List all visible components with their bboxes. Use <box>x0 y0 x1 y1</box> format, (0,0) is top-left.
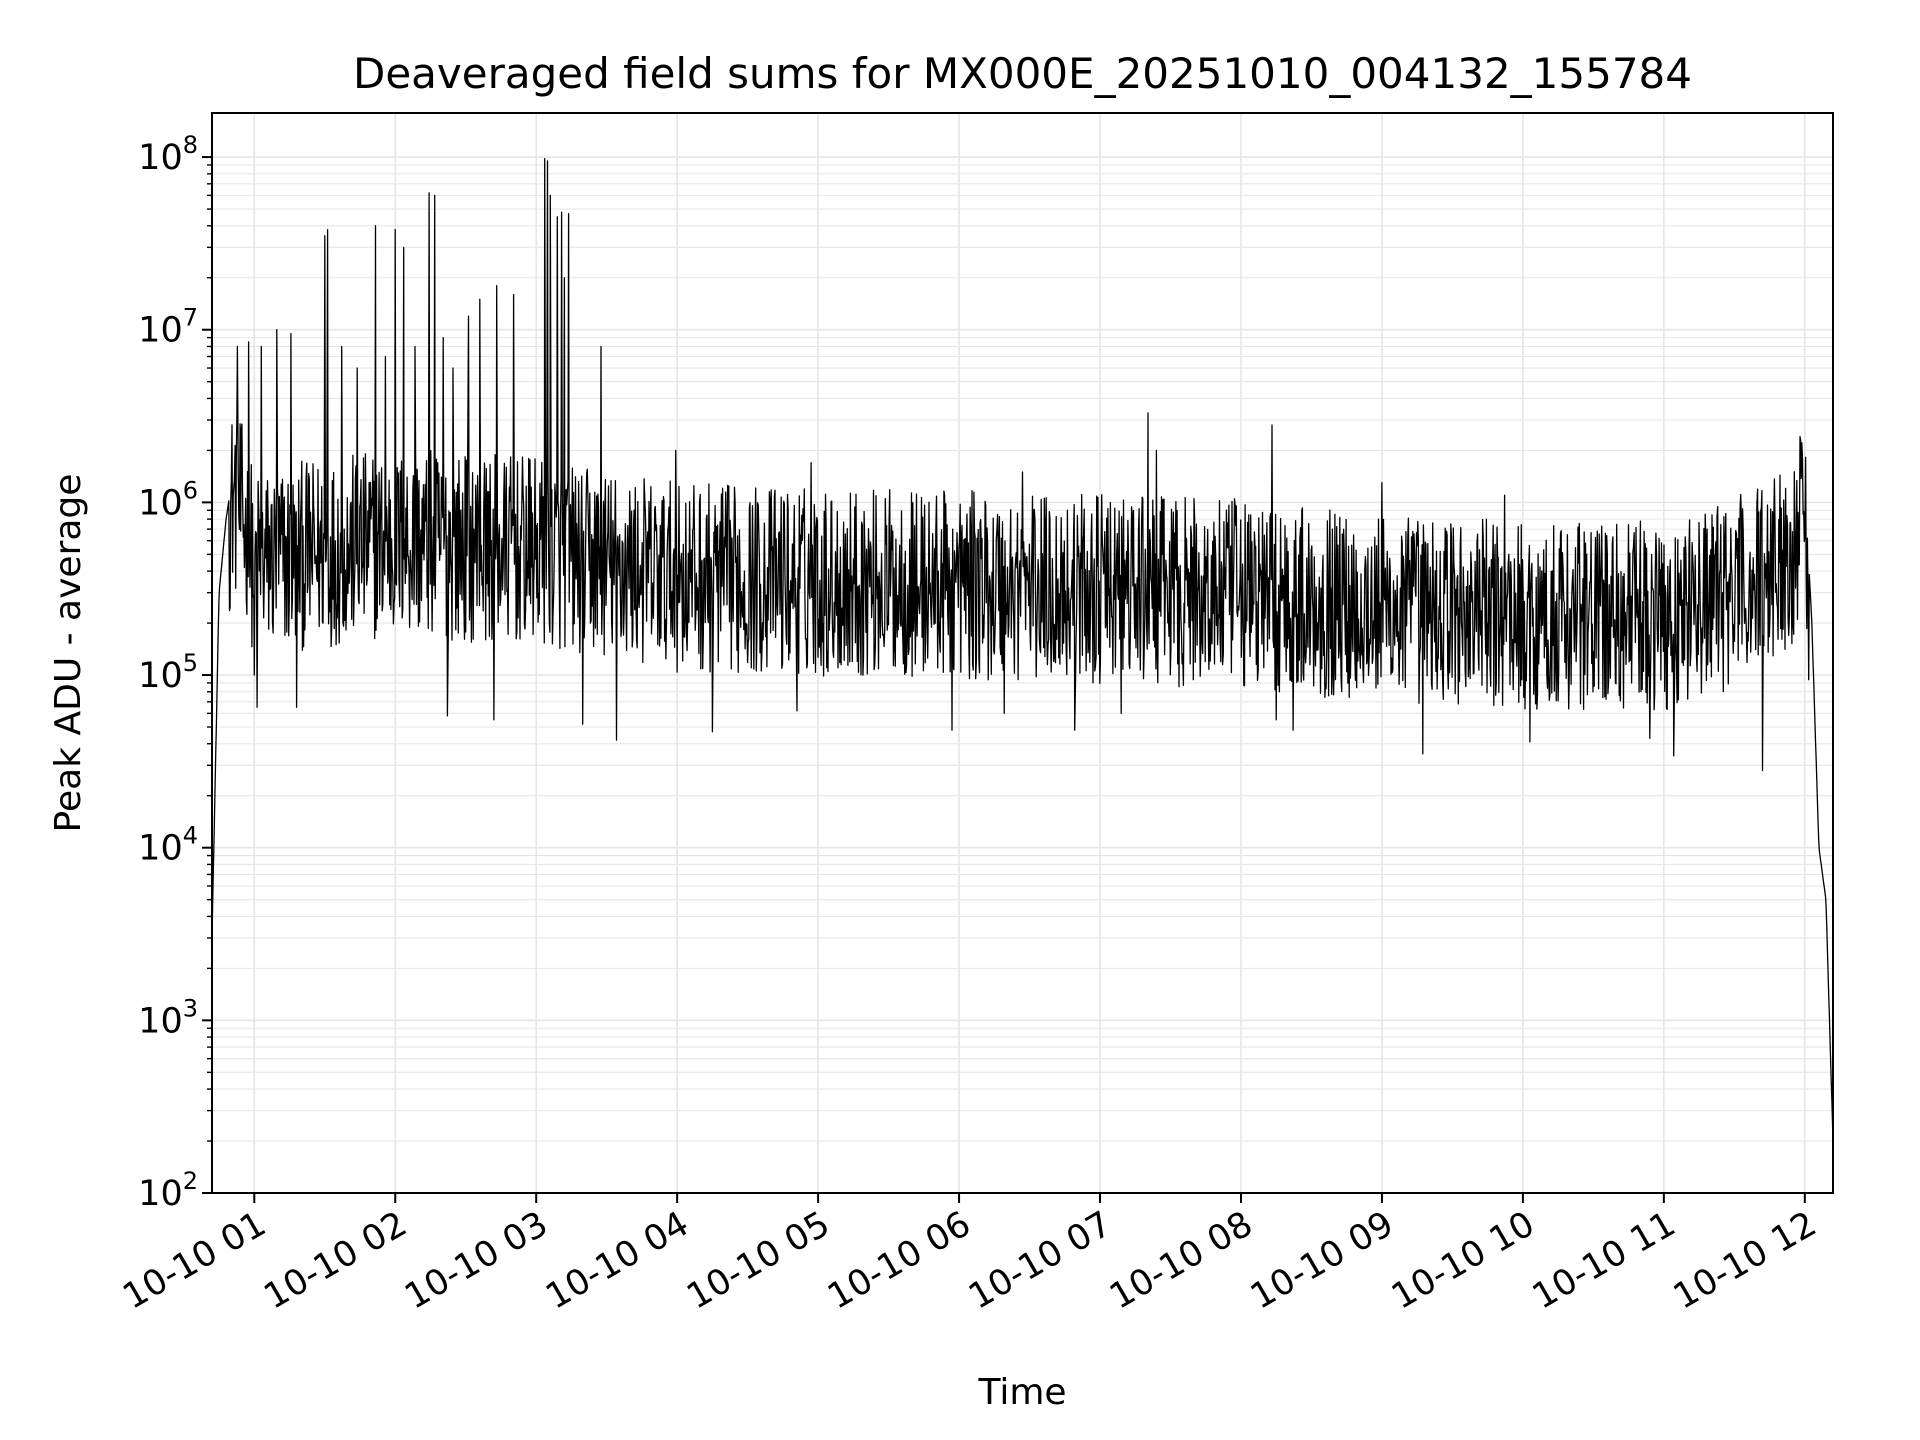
y-tick-label: 108 <box>138 131 198 178</box>
y-tick-label: 104 <box>138 822 198 869</box>
y-axis-label: Peak ADU - average <box>48 474 89 833</box>
y-tick-label: 106 <box>138 476 198 523</box>
x-axis-label: Time <box>977 1372 1066 1413</box>
y-tick-label: 107 <box>138 304 198 351</box>
series-line <box>211 157 1834 1142</box>
y-tick-label: 105 <box>138 649 198 696</box>
y-tick-label: 103 <box>138 994 198 1041</box>
chart-title: Deaveraged field sums for MX000E_2025101… <box>353 49 1692 98</box>
axes-frame <box>211 112 1834 1194</box>
data-series <box>211 157 1834 1142</box>
y-tick-label: 102 <box>138 1167 198 1214</box>
